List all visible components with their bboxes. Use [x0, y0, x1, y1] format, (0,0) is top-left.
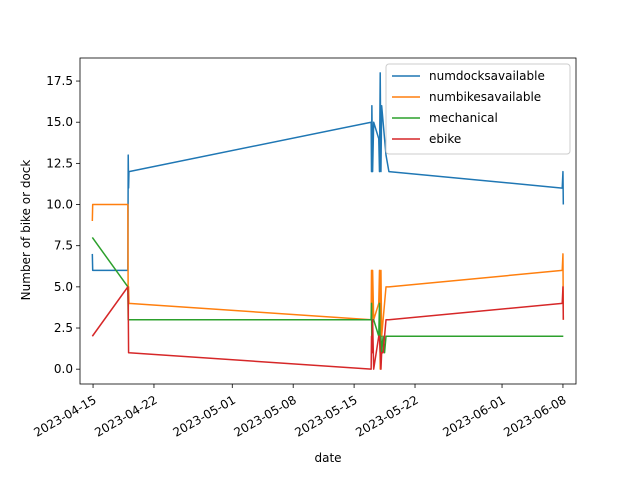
axes-frame [79, 57, 577, 385]
legend: numdocksavailable numbikesavailable mechan… [385, 63, 571, 155]
y-tick-label: 5.0 [54, 280, 73, 294]
y-tick-label: 0.0 [54, 362, 73, 376]
legend-label-numdocksavailable: numdocksavailable [429, 69, 545, 83]
plot-area [91, 72, 565, 370]
y-tick-label: 17.5 [46, 74, 73, 88]
legend-box [385, 63, 571, 155]
series-line-ebike [91, 286, 565, 370]
y-tick-label: 12.5 [46, 156, 73, 170]
x-axis-label: date [314, 451, 341, 465]
y-tick-label: 7.5 [54, 239, 73, 253]
legend-label-numbikesavailable: numbikesavailable [429, 90, 541, 104]
y-tick-label: 2.5 [54, 321, 73, 335]
y-axis-label: Number of bike or dock [19, 160, 33, 301]
y-tick-label: 10.0 [46, 198, 73, 212]
legend-label-mechanical: mechanical [429, 111, 498, 125]
legend-label-ebike: ebike [429, 132, 461, 146]
y-tick-label: 15.0 [46, 115, 73, 129]
series-line-numdocksavailable [91, 72, 565, 272]
